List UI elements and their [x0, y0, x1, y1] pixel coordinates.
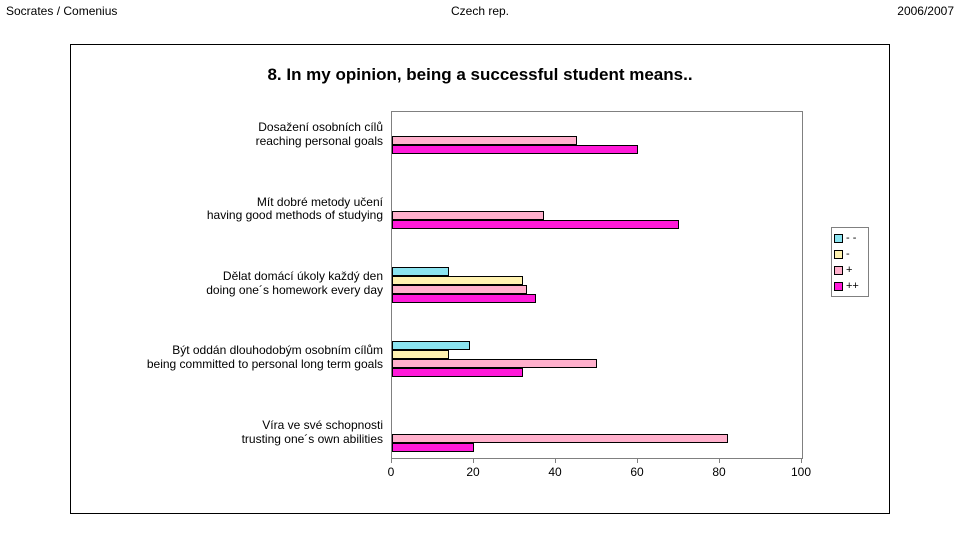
- category-label-methods: Mít dobré metody učeníhaving good method…: [111, 196, 383, 224]
- legend-label: +: [846, 264, 852, 276]
- x-tick: [637, 459, 638, 463]
- bar-longterm-p: [392, 359, 597, 368]
- category-label-goals: Dosažení osobních cílůreaching personal …: [111, 121, 383, 149]
- chart-title: 8. In my opinion, being a successful stu…: [71, 65, 889, 85]
- bar-trust-p: [392, 434, 728, 443]
- plot-area: [391, 111, 803, 459]
- bar-homework-m: [392, 276, 523, 285]
- category-label-trust: Víra ve své schopnostitrusting one´s own…: [111, 419, 383, 447]
- x-tick: [473, 459, 474, 463]
- legend-item-p: +: [834, 262, 866, 278]
- bar-homework-mm: [392, 267, 449, 276]
- x-tick-label: 80: [712, 465, 725, 479]
- legend-swatch: [834, 250, 843, 259]
- x-tick: [391, 459, 392, 463]
- header-left: Socrates / Comenius: [6, 4, 117, 18]
- legend-label: -: [846, 248, 850, 260]
- x-tick-label: 100: [791, 465, 811, 479]
- bar-longterm-mm: [392, 341, 470, 350]
- x-tick-label: 20: [466, 465, 479, 479]
- bar-methods-p: [392, 211, 544, 220]
- x-tick-label: 0: [388, 465, 395, 479]
- legend-label: - -: [846, 232, 856, 244]
- category-label-longterm: Být oddán dlouhodobým osobním cílůmbeing…: [111, 344, 383, 372]
- header-mid: Czech rep.: [451, 4, 509, 18]
- bar-methods-pp: [392, 220, 679, 229]
- chart-area: 020406080100 - --+++ Dosažení osobních c…: [111, 111, 831, 491]
- legend-item-m: -: [834, 246, 866, 262]
- x-tick: [801, 459, 802, 463]
- category-label-homework: Dělat domácí úkoly každý dendoing one´s …: [111, 270, 383, 298]
- bar-longterm-pp: [392, 368, 523, 377]
- bar-goals-pp: [392, 145, 638, 154]
- x-tick-label: 40: [548, 465, 561, 479]
- x-tick-label: 60: [630, 465, 643, 479]
- header-right: 2006/2007: [897, 4, 954, 18]
- bar-goals-p: [392, 136, 577, 145]
- legend: - --+++: [831, 227, 869, 297]
- x-tick: [555, 459, 556, 463]
- bar-homework-p: [392, 285, 527, 294]
- bar-homework-pp: [392, 294, 536, 303]
- legend-swatch: [834, 234, 843, 243]
- legend-swatch: [834, 282, 843, 291]
- legend-swatch: [834, 266, 843, 275]
- legend-label: ++: [846, 280, 859, 292]
- legend-item-mm: - -: [834, 230, 866, 246]
- legend-item-pp: ++: [834, 278, 866, 294]
- bar-trust-pp: [392, 443, 474, 452]
- bar-longterm-m: [392, 350, 449, 359]
- chart-frame: 8. In my opinion, being a successful stu…: [70, 44, 890, 514]
- x-tick: [719, 459, 720, 463]
